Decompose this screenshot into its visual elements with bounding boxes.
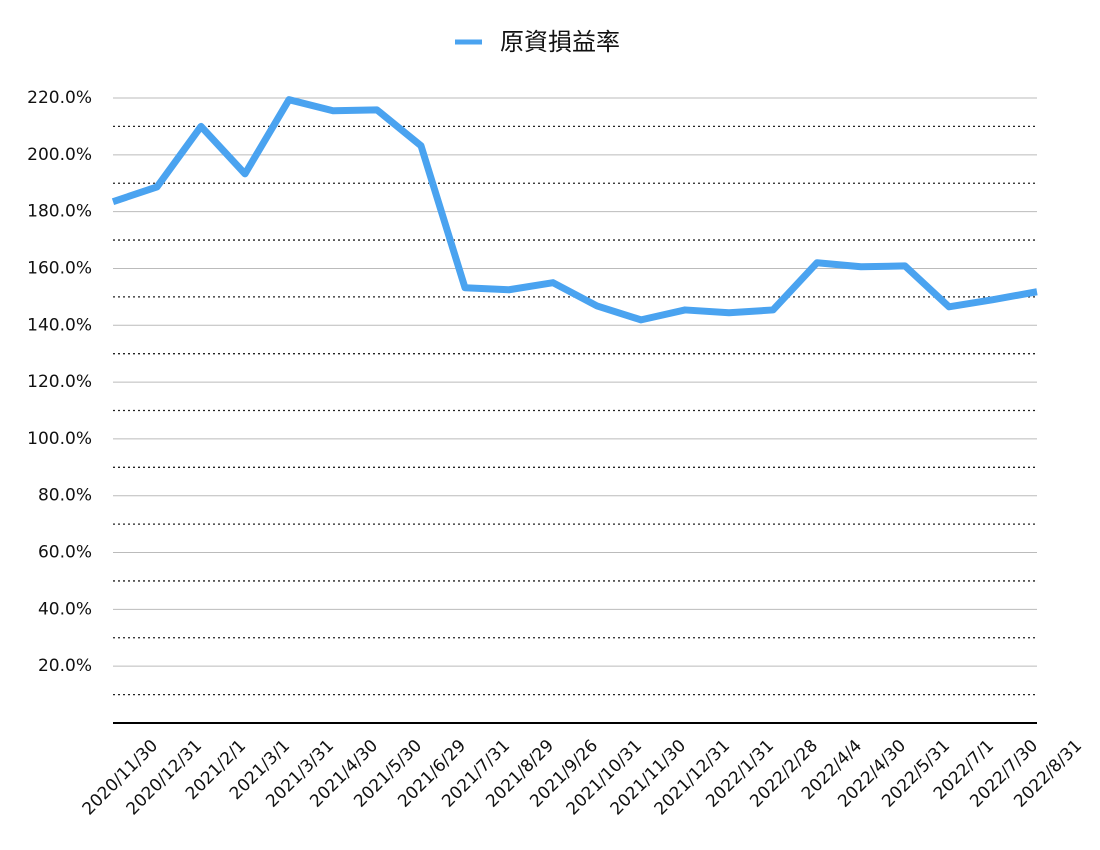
y-tick-label: 100.0% — [27, 429, 92, 449]
y-tick-label: 140.0% — [27, 315, 92, 335]
y-tick-label: 160.0% — [27, 258, 92, 278]
y-tick-label: 180.0% — [27, 202, 92, 222]
data-line — [111, 96, 1038, 324]
y-tick-label: 80.0% — [38, 486, 92, 506]
y-tick-label: 20.0% — [38, 656, 92, 676]
y-tick-label: 220.0% — [27, 88, 92, 108]
y-tick-label: 40.0% — [38, 599, 92, 619]
legend-label: 原資損益率 — [500, 28, 620, 56]
y-tick-label: 200.0% — [27, 145, 92, 165]
y-tick-label: 120.0% — [27, 372, 92, 392]
y-tick-label: 60.0% — [38, 543, 92, 563]
